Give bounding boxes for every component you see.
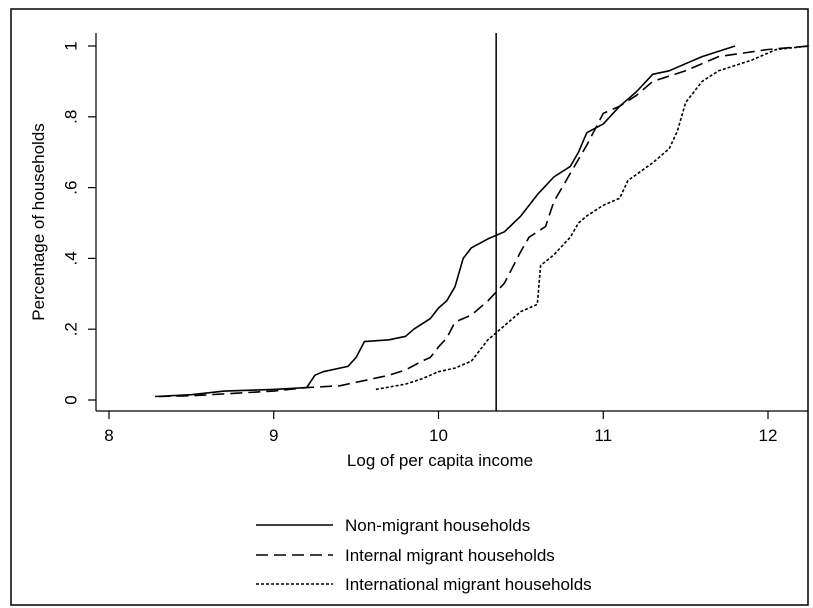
series-line-3 bbox=[375, 45, 810, 391]
y-tick-label: .6 bbox=[61, 181, 80, 195]
y-axis-title: Percentage of households bbox=[29, 123, 48, 321]
x-tick-label: 8 bbox=[104, 426, 113, 445]
legend-label-3: International migrant households bbox=[345, 575, 592, 594]
x-tick-label: 11 bbox=[594, 426, 612, 445]
series-lines bbox=[155, 45, 810, 398]
series-line-1 bbox=[155, 45, 736, 398]
y-tick-label: 1 bbox=[61, 41, 80, 50]
figure-frame bbox=[10, 8, 809, 606]
x-tick-label: 9 bbox=[269, 426, 278, 445]
series-line-2 bbox=[158, 45, 810, 398]
legend-label-2: Internal migrant households bbox=[345, 546, 555, 565]
x-tick-label: 10 bbox=[429, 426, 448, 445]
y-tick-label: 0 bbox=[61, 395, 80, 404]
y-tick-label: .2 bbox=[61, 322, 80, 336]
legend-label-1: Non-migrant households bbox=[345, 516, 530, 535]
y-tick-label: .4 bbox=[61, 251, 80, 265]
legend: Non-migrant households Internal migrant h… bbox=[256, 516, 592, 594]
y-tick-label: .8 bbox=[61, 110, 80, 124]
axes: 8 9 10 11 12 0 .2 .4 .6 .8 1 Log of per capita inco… bbox=[10, 8, 809, 606]
x-axis-title: Log of per capita income bbox=[347, 451, 533, 470]
x-tick-label: 12 bbox=[759, 426, 778, 445]
